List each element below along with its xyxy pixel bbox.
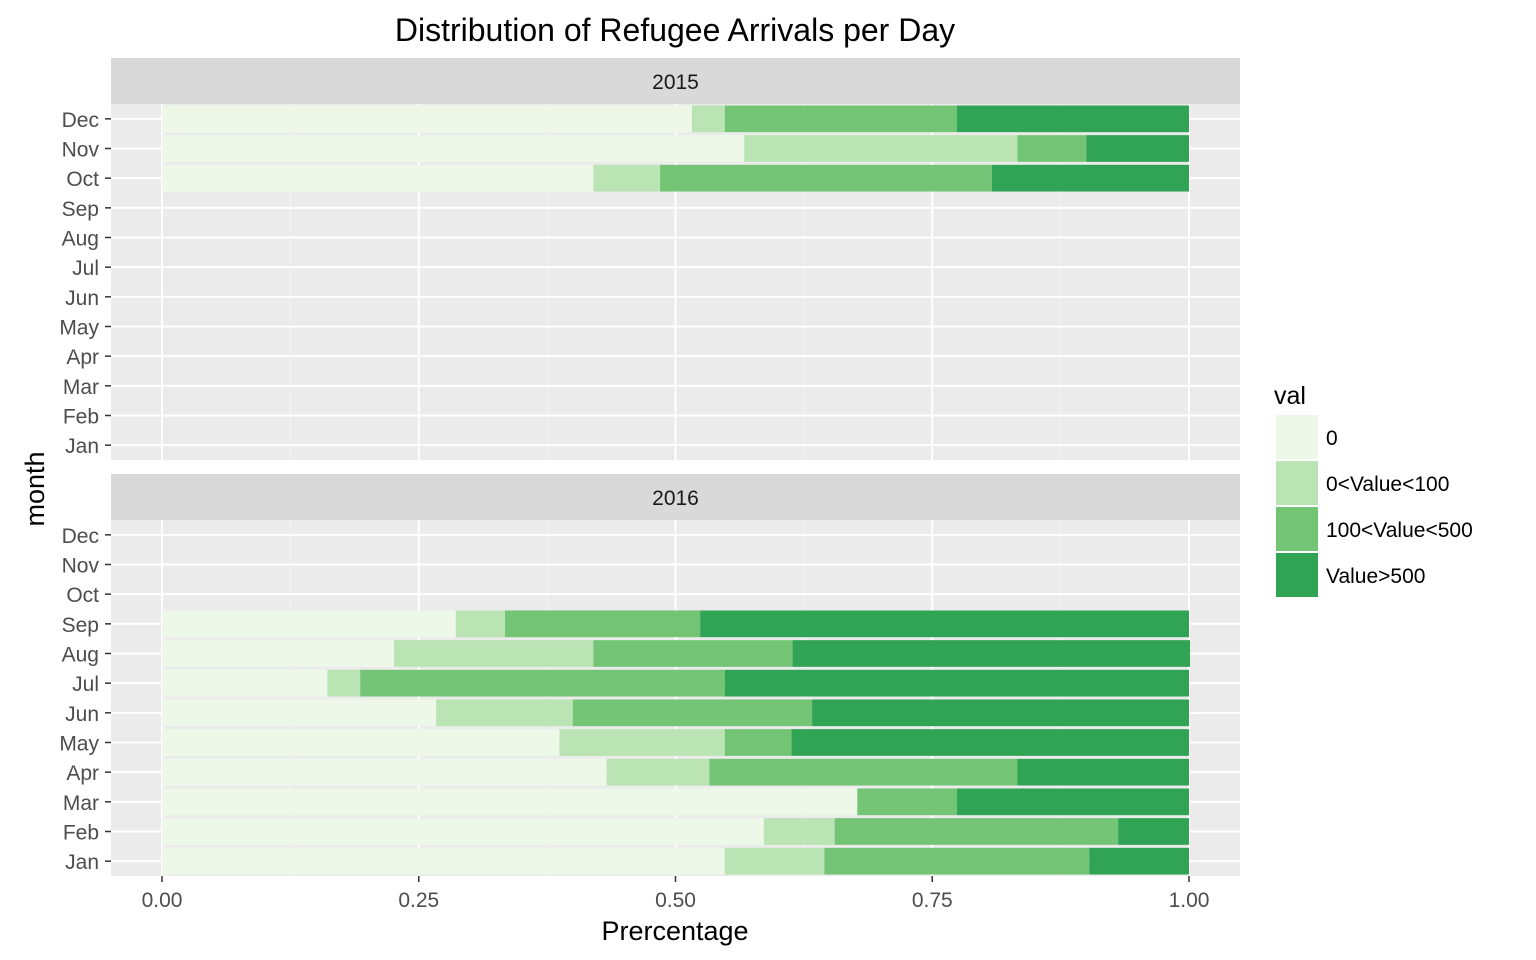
- x-tick-label: 0.50: [655, 889, 696, 912]
- bar-segment-2016-Apr-2: [709, 758, 1018, 786]
- bar-segment-2016-Sep-2: [505, 610, 701, 638]
- facet-strip: [111, 58, 1240, 104]
- legend-title: val: [1274, 382, 1306, 410]
- y-tick-label: Jan: [65, 851, 99, 874]
- facet-strip-label: 2016: [652, 487, 699, 510]
- y-tick-label: Jul: [72, 673, 99, 696]
- y-tick-label: Mar: [63, 792, 99, 815]
- y-tick-label: Dec: [62, 109, 99, 132]
- x-tick-label: 0.00: [142, 889, 183, 912]
- x-axis-title: Prercentage: [601, 916, 748, 946]
- legend-swatch: [1276, 415, 1318, 459]
- y-tick-label: Jan: [65, 435, 99, 458]
- facet-panel-2016: 2016 Jan Feb Mar Apr May Jun Jul Aug Sep Oct Nov Dec: [59, 474, 1240, 876]
- facet-panels: 2015 Jan Feb Mar Apr May Jun Jul Aug Sep Oct Nov Dec…: [59, 58, 1240, 876]
- y-tick-label: Nov: [62, 139, 100, 162]
- x-tick-label: 1.00: [1169, 889, 1210, 912]
- y-tick-label: Jun: [65, 703, 99, 726]
- y-tick-label: Aug: [62, 644, 99, 667]
- bar-segment-2016-Sep-0: [162, 610, 456, 638]
- legend: val 0 0<Value<100 100<Value<500 Value>500: [1274, 382, 1473, 597]
- bar-segment-2016-Jun-2: [572, 699, 813, 727]
- bar-segment-2016-Jun-1: [436, 699, 573, 727]
- bar-segment-2015-Dec-2: [724, 105, 957, 133]
- bar-segment-2016-Jul-3: [724, 669, 1189, 697]
- y-tick-label: Feb: [63, 822, 99, 845]
- y-tick-label: Jul: [72, 257, 99, 280]
- bar-segment-2016-Jul-1: [327, 669, 361, 697]
- y-tick-label: Sep: [62, 198, 99, 221]
- bar-segment-2016-Aug-2: [593, 640, 793, 667]
- bar-segment-2016-Apr-3: [1017, 758, 1189, 786]
- x-axis: 0.00 0.25 0.50 0.75 1.00: [142, 876, 1210, 912]
- bar-segment-2015-Nov-3: [1086, 135, 1189, 162]
- bar-segment-2016-May-1: [559, 729, 725, 756]
- facet-strip-label: 2015: [652, 71, 699, 94]
- y-tick-label: Aug: [62, 228, 99, 251]
- bar-segment-2015-Oct-1: [593, 164, 661, 192]
- y-tick-label: Sep: [62, 614, 99, 637]
- y-tick-label: Nov: [62, 555, 100, 578]
- bar-segment-2016-May-2: [724, 729, 792, 756]
- bar-segment-2015-Dec-1: [691, 105, 725, 133]
- bar-segment-2016-Aug-3: [792, 640, 1191, 667]
- bar-segment-2016-Apr-1: [606, 758, 710, 786]
- bar-segment-2016-Feb-2: [834, 818, 1119, 845]
- bar-segment-2015-Nov-2: [1017, 135, 1087, 162]
- bar-segment-2016-Jun-3: [812, 699, 1189, 727]
- legend-label: Value>500: [1326, 565, 1425, 588]
- y-tick-label: Jun: [65, 287, 99, 310]
- bar-segment-2016-Jan-0: [162, 847, 725, 875]
- bar-segment-2016-Feb-3: [1118, 818, 1189, 845]
- y-tick-label: Oct: [66, 168, 99, 191]
- bar-segment-2016-Feb-1: [763, 818, 835, 845]
- y-tick-label: May: [59, 317, 99, 340]
- bar-segment-2016-Jan-1: [724, 847, 825, 875]
- facet-panel-2015: 2015 Jan Feb Mar Apr May Jun Jul Aug Sep Oct Nov Dec: [59, 58, 1240, 460]
- bar-segment-2015-Nov-1: [744, 135, 1018, 162]
- bar-segment-2016-May-0: [162, 729, 560, 756]
- y-tick-label: Apr: [66, 346, 99, 369]
- legend-label: 100<Value<500: [1326, 519, 1473, 542]
- y-tick-label: Apr: [66, 762, 99, 785]
- legend-label: 0<Value<100: [1326, 473, 1449, 496]
- bar-segment-2016-Sep-3: [700, 610, 1189, 638]
- bar-segment-2015-Oct-3: [991, 164, 1189, 192]
- bar-segment-2016-Jul-0: [162, 669, 328, 697]
- bar-segment-2016-Feb-0: [162, 818, 764, 845]
- bar-segment-2016-Mar-0: [162, 788, 858, 816]
- bar-segment-2015-Dec-0: [162, 105, 692, 133]
- y-axis-title: month: [20, 451, 50, 526]
- bar-segment-2016-Jan-3: [1089, 847, 1189, 875]
- bar-segment-2016-Mar-3: [956, 788, 1189, 816]
- y-tick-label: May: [59, 733, 99, 756]
- bar-segment-2015-Oct-2: [660, 164, 992, 192]
- chart-title: Distribution of Refugee Arrivals per Day: [395, 12, 955, 48]
- x-tick-label: 0.25: [398, 889, 439, 912]
- bar-segment-2016-May-3: [791, 729, 1189, 756]
- facet-strip: [111, 474, 1240, 520]
- y-tick-label: Feb: [63, 406, 99, 429]
- bar-segment-2015-Nov-0: [162, 135, 745, 162]
- legend-label: 0: [1326, 427, 1338, 450]
- bar-segment-2016-Sep-1: [455, 610, 506, 638]
- y-tick-label: Dec: [62, 525, 99, 548]
- bar-segment-2016-Jan-2: [824, 847, 1090, 875]
- y-tick-label: Oct: [66, 584, 99, 607]
- legend-swatch: [1276, 507, 1318, 551]
- bar-segment-2015-Oct-0: [162, 164, 594, 192]
- bar-segment-2016-Apr-0: [162, 758, 607, 786]
- bar-segment-2016-Aug-0: [162, 640, 395, 667]
- legend-swatch: [1276, 461, 1318, 505]
- bar-segment-2015-Dec-3: [956, 105, 1189, 133]
- legend-swatch: [1276, 553, 1318, 597]
- bar-segment-2016-Mar-2: [857, 788, 957, 816]
- y-tick-label: Mar: [63, 376, 99, 399]
- x-tick-label: 0.75: [912, 889, 953, 912]
- bar-segment-2016-Jul-2: [360, 669, 725, 697]
- bar-segment-2016-Aug-1: [394, 640, 594, 667]
- bar-segment-2016-Jun-0: [162, 699, 437, 727]
